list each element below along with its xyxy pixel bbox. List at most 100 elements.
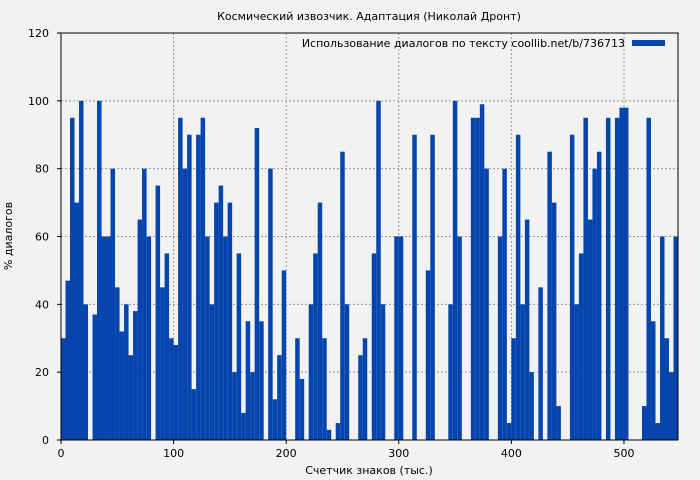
bar xyxy=(146,236,152,440)
bar xyxy=(592,168,597,440)
bar xyxy=(605,117,611,441)
bar xyxy=(169,338,174,440)
bar xyxy=(376,100,381,440)
bar xyxy=(209,304,215,440)
bar xyxy=(511,338,516,440)
bar xyxy=(241,412,246,440)
bar xyxy=(128,355,134,440)
bar xyxy=(335,423,341,440)
y-tick-label: 80 xyxy=(35,163,49,176)
bar xyxy=(110,168,116,440)
bar xyxy=(583,117,588,441)
bar xyxy=(281,270,287,440)
bar xyxy=(70,117,75,441)
bar xyxy=(254,127,260,440)
y-tick-label: 20 xyxy=(35,366,49,379)
bar xyxy=(547,151,552,441)
bar xyxy=(160,287,165,440)
bar xyxy=(223,236,228,440)
y-tick-label: 120 xyxy=(28,27,49,40)
bar xyxy=(475,117,480,441)
bar xyxy=(191,389,197,440)
bar xyxy=(214,202,219,440)
bar xyxy=(448,304,453,440)
bar xyxy=(119,331,125,440)
x-axis-label: Счетчик знаков (тыс.) xyxy=(305,464,433,477)
bar xyxy=(115,287,120,440)
bar xyxy=(101,236,107,440)
bar xyxy=(551,202,557,440)
bar xyxy=(371,253,377,440)
bar xyxy=(259,321,264,440)
bar xyxy=(227,202,233,440)
bar xyxy=(479,104,485,440)
bar xyxy=(578,253,584,440)
bar xyxy=(106,236,111,440)
bar xyxy=(322,338,327,440)
bar xyxy=(326,429,332,440)
bar xyxy=(61,338,66,440)
bar xyxy=(520,304,525,440)
bar xyxy=(452,100,458,440)
bar xyxy=(619,107,624,440)
bar xyxy=(187,134,192,440)
y-axis: 0 20 40 60 80 100 120 xyxy=(28,27,61,447)
bar xyxy=(664,338,669,440)
legend-label: Использование диалогов по тексту coollib… xyxy=(302,37,625,50)
bar xyxy=(182,168,188,440)
bar xyxy=(614,117,620,441)
bars xyxy=(61,100,679,441)
bar xyxy=(502,168,507,440)
bar xyxy=(65,280,71,440)
legend: Использование диалогов по тексту coollib… xyxy=(302,37,665,50)
y-axis-label: % диалогов xyxy=(2,202,15,270)
bar xyxy=(205,236,210,440)
bar xyxy=(484,168,489,440)
bar xyxy=(412,134,417,440)
x-tick-label: 200 xyxy=(276,447,297,460)
bar xyxy=(538,287,543,440)
bar xyxy=(394,236,399,440)
bar xyxy=(173,345,179,440)
bar xyxy=(295,338,300,440)
bar xyxy=(79,100,84,440)
x-tick-label: 100 xyxy=(163,447,184,460)
y-tick-label: 40 xyxy=(35,298,49,311)
bar xyxy=(673,236,678,440)
bar xyxy=(506,423,512,440)
y-tick-label: 0 xyxy=(42,434,49,447)
x-tick-label: 500 xyxy=(613,447,634,460)
bar xyxy=(272,399,278,440)
bar xyxy=(344,304,350,440)
bar xyxy=(308,304,314,440)
legend-swatch xyxy=(632,40,665,46)
bar xyxy=(317,202,323,440)
bar xyxy=(299,378,305,440)
bar xyxy=(218,185,224,440)
bar xyxy=(142,168,147,440)
bar xyxy=(650,321,656,440)
bar xyxy=(74,202,80,440)
bar xyxy=(587,219,593,440)
bar xyxy=(398,236,404,440)
bar xyxy=(655,423,660,440)
bar xyxy=(200,117,206,441)
chart-title: Космический извозчик. Адаптация (Николай… xyxy=(217,10,521,23)
x-tick-label: 300 xyxy=(388,447,409,460)
bar xyxy=(470,117,476,441)
bar xyxy=(92,314,98,440)
bar xyxy=(196,134,201,440)
grid xyxy=(61,33,678,440)
bar xyxy=(340,151,345,441)
bar xyxy=(164,253,170,440)
bar xyxy=(232,372,237,440)
bar xyxy=(497,236,503,440)
bar xyxy=(236,253,242,440)
bar xyxy=(529,372,534,440)
bar xyxy=(425,270,431,440)
bar xyxy=(556,406,561,440)
y-tick-label: 60 xyxy=(35,231,49,244)
y-tick-label: 100 xyxy=(28,95,49,108)
bar xyxy=(97,100,102,440)
